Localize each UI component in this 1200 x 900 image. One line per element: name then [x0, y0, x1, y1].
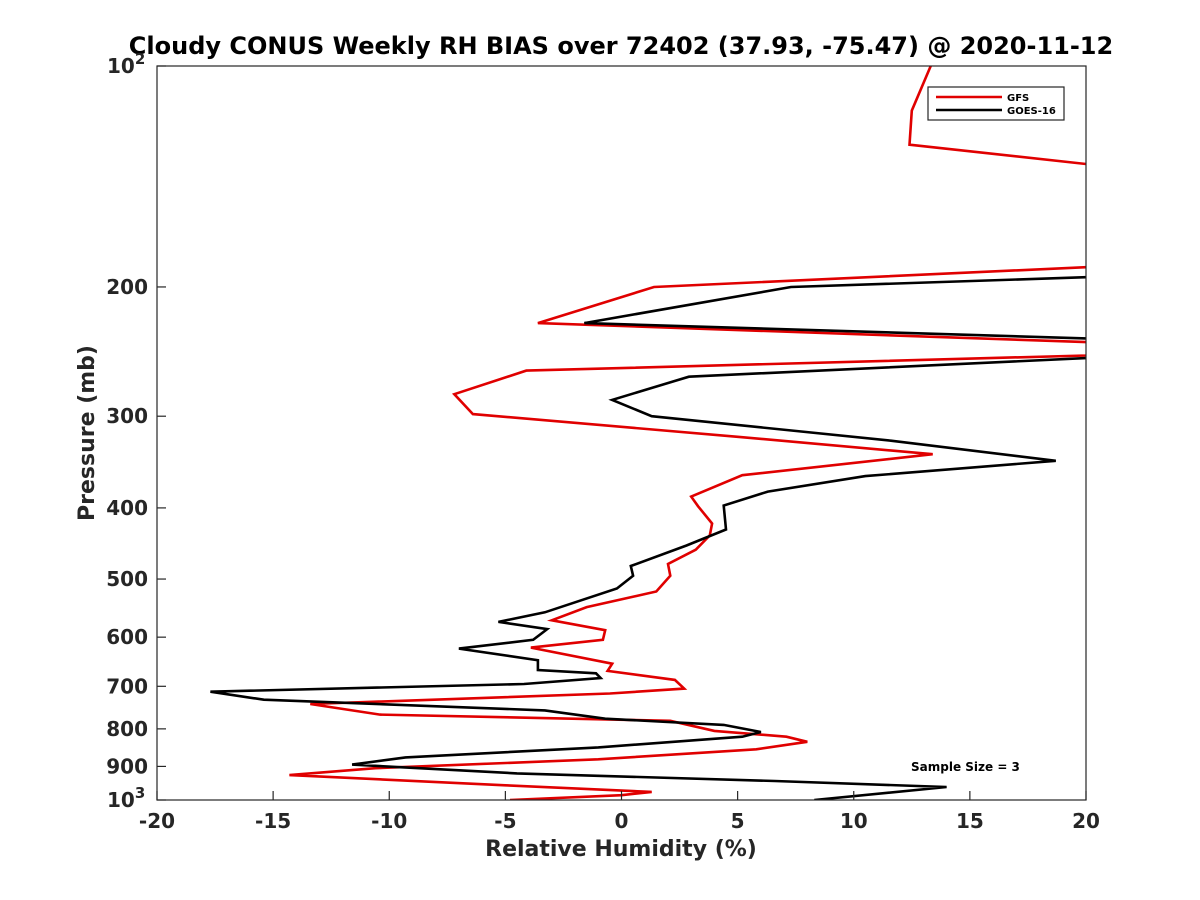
x-axis-ticks: -20 -15 -10 -5 0 5 10 15 20: [139, 791, 1100, 833]
y-tick-label: 700: [106, 674, 148, 698]
x-axis-label: Relative Humidity (%): [485, 837, 757, 862]
y-tick-label: 600: [106, 625, 148, 649]
x-tick-label: -15: [255, 809, 291, 833]
sample-size-annotation: Sample Size = 3: [911, 760, 1020, 774]
y-axis-ticks: 102 200 300 400 500 600 700 800 900 103: [106, 50, 166, 812]
chart-title: Cloudy CONUS Weekly RH BIAS over 72402 (…: [129, 32, 1113, 60]
y-tick-label: 103: [107, 784, 145, 812]
y-tick-label: 500: [106, 567, 148, 591]
y-tick-exponent: 2: [135, 50, 145, 68]
y-tick-label: 300: [106, 404, 148, 428]
y-tick-label: 102: [107, 50, 145, 78]
x-tick-label: 10: [840, 809, 868, 833]
x-tick-label: 5: [731, 809, 745, 833]
y-tick-label: 900: [106, 754, 148, 778]
x-tick-label: -10: [371, 809, 407, 833]
series-line-goes16: [210, 275, 1086, 800]
series-layer: [210, 66, 1086, 800]
legend-label-goes16: GOES-16: [1007, 106, 1056, 117]
x-tick-label: 20: [1072, 809, 1100, 833]
x-tick-label: -20: [139, 809, 175, 833]
y-tick-exponent: 3: [135, 784, 145, 802]
legend-box: [927, 86, 1065, 121]
y-tick-label: 400: [106, 496, 148, 520]
y-axis-label: Pressure (mb): [75, 345, 100, 521]
x-tick-label: 0: [615, 809, 629, 833]
x-tick-label: 15: [956, 809, 984, 833]
y-tick-label: 800: [106, 717, 148, 741]
y-tick-label: 200: [106, 275, 148, 299]
x-tick-label: -5: [494, 809, 516, 833]
legend-label-gfs: GFS: [1007, 93, 1029, 104]
series-line-gfs: [289, 66, 1086, 800]
legend: GFS GOES-16: [927, 86, 1065, 121]
